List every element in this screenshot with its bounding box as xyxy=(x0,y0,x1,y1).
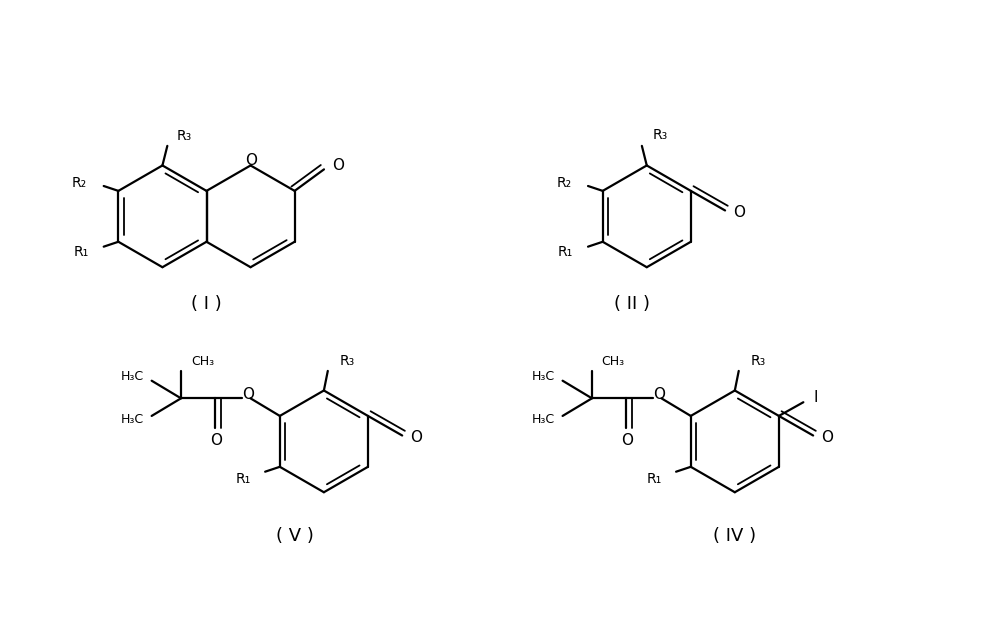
Text: O: O xyxy=(733,205,745,220)
Text: O: O xyxy=(243,387,255,402)
Text: O: O xyxy=(410,430,422,445)
Text: CH₃: CH₃ xyxy=(191,355,214,368)
Text: ( V ): ( V ) xyxy=(276,527,313,545)
Text: R₁: R₁ xyxy=(235,471,250,486)
Text: R₃: R₃ xyxy=(653,128,668,142)
Text: R₃: R₃ xyxy=(340,354,355,368)
Text: R₂: R₂ xyxy=(72,176,87,190)
Text: O: O xyxy=(332,158,344,173)
Text: I: I xyxy=(813,390,818,405)
Text: O: O xyxy=(621,433,633,448)
Text: R₃: R₃ xyxy=(177,129,192,143)
Text: R₁: R₁ xyxy=(74,245,89,258)
Text: H₃C: H₃C xyxy=(532,370,555,383)
Text: O: O xyxy=(821,430,833,445)
Text: O: O xyxy=(653,387,665,402)
Text: R₁: R₁ xyxy=(646,471,661,486)
Text: R₂: R₂ xyxy=(556,176,571,190)
Text: H₃C: H₃C xyxy=(121,370,144,383)
Text: ( IV ): ( IV ) xyxy=(713,527,756,545)
Text: ( I ): ( I ) xyxy=(191,296,222,314)
Text: H₃C: H₃C xyxy=(532,413,555,426)
Text: CH₃: CH₃ xyxy=(602,355,625,368)
Text: R₁: R₁ xyxy=(558,245,573,258)
Text: O: O xyxy=(246,153,258,168)
Text: O: O xyxy=(210,433,222,448)
Text: H₃C: H₃C xyxy=(121,413,144,426)
Text: R₃: R₃ xyxy=(750,354,766,368)
Text: ( II ): ( II ) xyxy=(614,296,650,314)
